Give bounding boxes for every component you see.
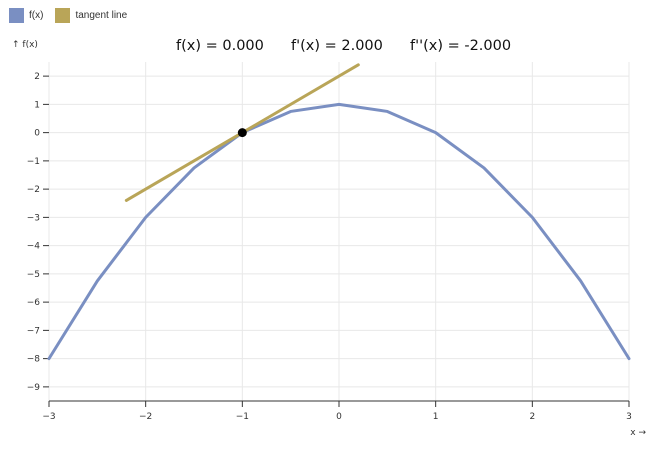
- x-tick-label: 2: [529, 412, 535, 422]
- y-tick-label: −6: [27, 298, 41, 308]
- x-tick-label: −2: [139, 412, 152, 422]
- function-value-readout: f(x) = 0.000: [176, 38, 264, 54]
- legend: f(x) tangent line: [9, 7, 127, 23]
- x-tick-label: 0: [336, 412, 342, 422]
- legend-item-tangent-line[interactable]: tangent line: [55, 7, 128, 23]
- y-tick-label: −5: [27, 270, 40, 280]
- legend-swatch-fx: [9, 7, 24, 23]
- y-tick-label: 2: [34, 72, 40, 82]
- second-derivative-readout: f''(x) = -2.000: [410, 38, 512, 54]
- y-tick-label: −4: [27, 242, 41, 252]
- y-tick-label: −3: [27, 213, 40, 223]
- y-tick-label: −7: [27, 326, 40, 336]
- axes: −3 −2 −1 0 1 2 3 2 1 0 −1 −2 −3 −4 −5 −6 −7 −8 −9: [27, 72, 632, 422]
- series-line-f-x: [47, 102, 631, 361]
- y-tick-label: −8: [27, 355, 41, 365]
- y-tick-label: −1: [27, 157, 40, 167]
- x-tick-label: −1: [236, 412, 249, 422]
- y-tick-label: −2: [27, 185, 40, 195]
- tangent-point: [237, 128, 247, 138]
- legend-label-fx: f(x): [29, 9, 44, 21]
- series: [47, 63, 631, 361]
- legend-swatch-tangent-line: [55, 7, 71, 23]
- first-derivative-readout: f'(x) = 2.000: [291, 38, 383, 54]
- y-axis-title: ↑ f(x): [12, 40, 38, 50]
- x-tick-label: −3: [42, 412, 55, 422]
- x-tick-label: 1: [433, 412, 439, 422]
- x-axis-title: x →: [630, 428, 646, 438]
- y-tick-label: −9: [27, 383, 41, 393]
- legend-item-fx[interactable]: f(x): [9, 7, 44, 23]
- legend-label-tangent-line: tangent line: [75, 9, 128, 21]
- y-tick-label: 1: [34, 100, 40, 110]
- x-tick-label: 3: [626, 412, 632, 422]
- y-tick-label: 0: [34, 129, 40, 139]
